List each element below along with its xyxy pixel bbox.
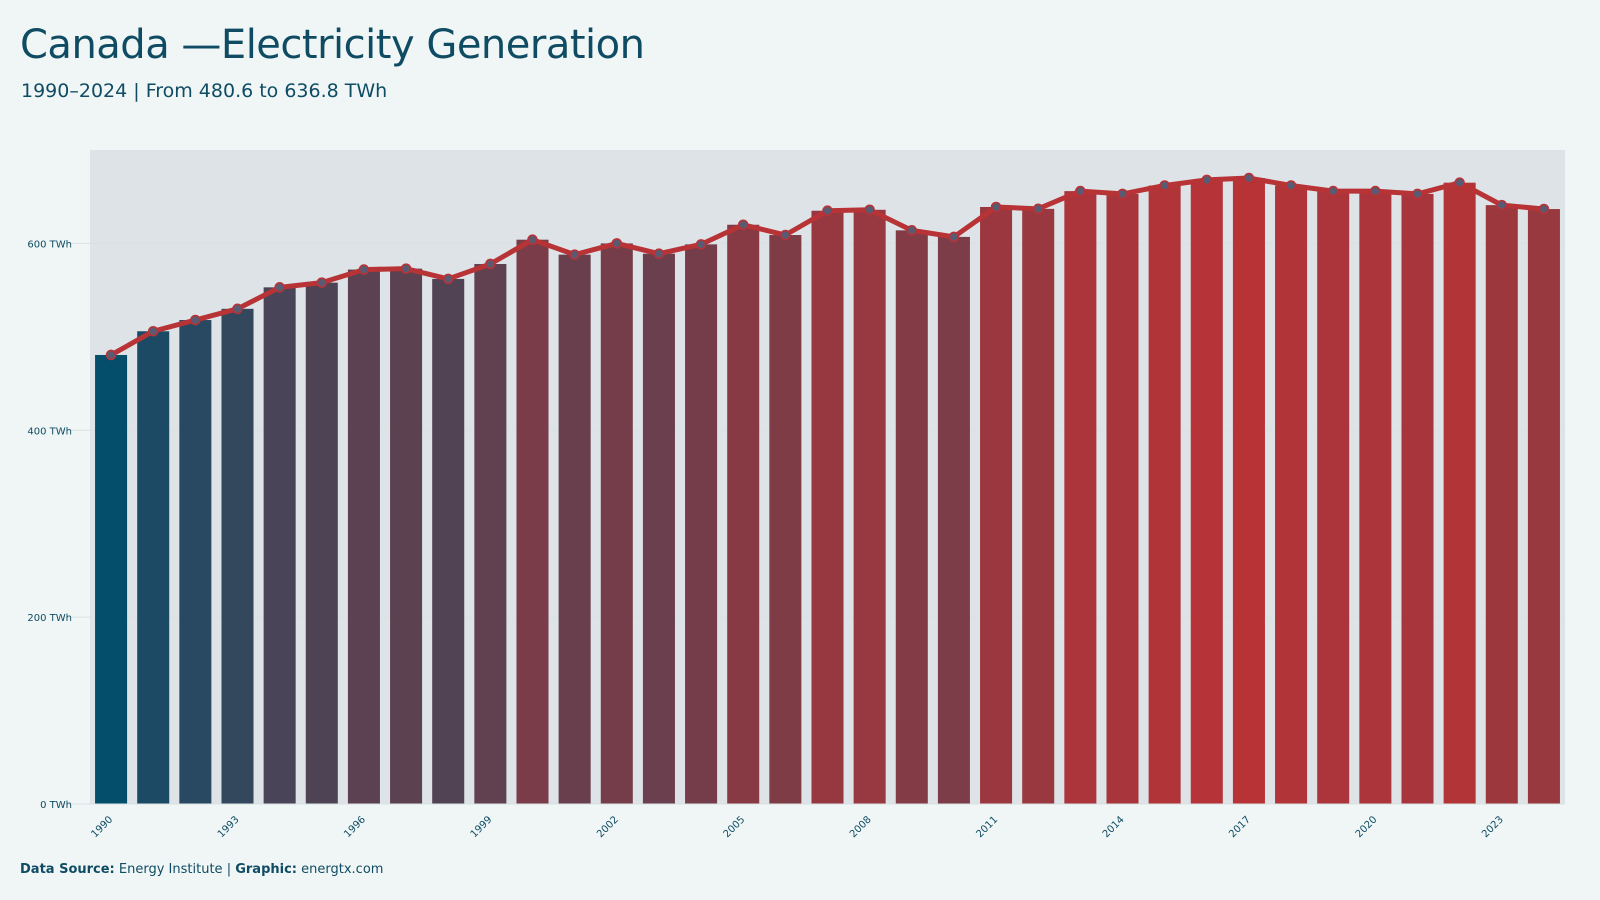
- source-label: Data Source:: [20, 862, 115, 877]
- bar-2001: [558, 254, 591, 804]
- point-2024: [1538, 203, 1550, 215]
- point-1997: [400, 263, 412, 274]
- point-2023: [1496, 199, 1508, 211]
- bar-2017: [1232, 178, 1265, 804]
- point-2009: [906, 225, 918, 236]
- bar-1990: [95, 354, 128, 804]
- bar-1991: [137, 331, 170, 804]
- bar-1994: [263, 287, 296, 805]
- x-tick-label: 2005: [722, 814, 748, 840]
- bar-2023: [1485, 205, 1518, 804]
- x-tick-label: 2023: [1480, 814, 1506, 840]
- x-tick-label: 2020: [1354, 814, 1380, 840]
- x-tick-label: 1999: [469, 814, 495, 840]
- point-2010: [948, 231, 960, 243]
- x-tick-label: 2014: [1101, 814, 1127, 840]
- bar-1993: [221, 308, 254, 804]
- point-2006: [780, 229, 791, 241]
- x-tick-label: 1990: [89, 814, 115, 840]
- footer-credits: Data Source: Energy Institute | Graphic:…: [20, 862, 383, 877]
- bar-2018: [1275, 185, 1308, 804]
- y-tick-label: 400 TWh: [27, 426, 72, 437]
- bar-2007: [811, 210, 844, 804]
- bar-2024: [1527, 209, 1560, 804]
- point-2003: [653, 248, 665, 260]
- graphic-value: energtx.com: [301, 862, 384, 877]
- y-tick-label: 0 TWh: [40, 800, 72, 811]
- point-1990: [105, 349, 117, 361]
- bar-2013: [1064, 191, 1097, 804]
- point-2012: [1032, 203, 1044, 215]
- bar-2000: [516, 239, 549, 805]
- bar-1996: [347, 269, 380, 804]
- point-2001: [569, 249, 580, 260]
- point-2016: [1201, 174, 1213, 186]
- point-2005: [737, 219, 749, 231]
- bar-1995: [305, 282, 338, 804]
- y-tick-label: 600 TWh: [27, 239, 72, 250]
- bar-2021: [1401, 193, 1434, 804]
- chart-subtitle: 1990–2024 | From 480.6 to 636.8 TWh: [21, 80, 388, 102]
- bar-2004: [685, 244, 718, 804]
- bar-2016: [1190, 179, 1223, 804]
- bar-1999: [474, 263, 507, 804]
- point-1992: [190, 314, 201, 326]
- bar-2002: [600, 243, 633, 804]
- point-2022: [1454, 177, 1465, 188]
- y-tick-label: 200 TWh: [27, 613, 72, 624]
- bar-2015: [1148, 185, 1181, 804]
- point-2021: [1412, 188, 1423, 200]
- point-2019: [1327, 185, 1339, 197]
- point-2018: [1285, 180, 1297, 191]
- bar-1998: [432, 278, 465, 805]
- bar-1992: [179, 320, 212, 804]
- point-2008: [864, 204, 875, 216]
- point-1996: [358, 264, 370, 275]
- point-2015: [1159, 180, 1170, 191]
- point-2000: [527, 234, 538, 245]
- bar-2005: [727, 224, 760, 804]
- x-tick-label: 1996: [342, 814, 368, 840]
- bar-2010: [937, 236, 970, 805]
- point-2002: [611, 238, 623, 249]
- bar-2019: [1317, 191, 1350, 804]
- x-tick-label: 2011: [974, 814, 1000, 840]
- bar-2014: [1106, 193, 1139, 804]
- x-tick-label: 1993: [216, 814, 242, 840]
- footer-separator: |: [226, 862, 232, 877]
- point-2013: [1075, 185, 1086, 197]
- x-tick-label: 2017: [1227, 814, 1253, 840]
- bar-2011: [980, 206, 1013, 804]
- bar-2012: [1022, 208, 1055, 805]
- x-tick-label: 2002: [595, 814, 621, 840]
- bar-2009: [895, 230, 928, 804]
- point-2014: [1117, 188, 1128, 200]
- point-1993: [232, 303, 243, 315]
- point-1991: [147, 325, 159, 337]
- chart-title: Canada —Electricity Generation: [20, 22, 645, 68]
- point-2011: [990, 201, 1002, 213]
- graphic-label: Graphic:: [235, 862, 297, 877]
- point-2017: [1243, 172, 1255, 184]
- point-2007: [822, 205, 833, 217]
- bar-1997: [390, 268, 423, 804]
- bar-2006: [769, 235, 802, 804]
- bar-2003: [642, 253, 675, 805]
- point-1995: [316, 277, 328, 288]
- bar-2008: [853, 209, 886, 804]
- source-value: Energy Institute: [118, 862, 223, 877]
- point-1999: [485, 258, 496, 270]
- point-1998: [442, 273, 454, 285]
- bar-2020: [1359, 191, 1392, 804]
- point-2004: [695, 239, 707, 250]
- point-2020: [1370, 185, 1381, 197]
- x-tick-label: 2008: [848, 814, 874, 840]
- bar-2022: [1443, 182, 1476, 804]
- point-1994: [274, 282, 285, 293]
